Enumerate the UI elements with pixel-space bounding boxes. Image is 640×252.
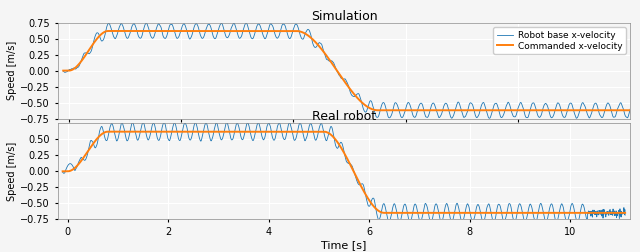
Robot base x-velocity — [479, 102, 486, 105]
Robot base x-velocity — [175, 35, 183, 38]
Robot base x-velocity — [235, 35, 243, 38]
Line: Commanded x-velocity: Commanded x-velocity — [63, 31, 631, 110]
Title: Simulation: Simulation — [310, 10, 378, 23]
Commanded x-velocity — [104, 29, 112, 33]
Commanded x-velocity — [175, 29, 183, 33]
Title: Real robot: Real robot — [312, 110, 376, 123]
Commanded x-velocity — [164, 29, 172, 33]
Robot base x-velocity — [627, 105, 635, 108]
Robot base x-velocity — [486, 117, 493, 120]
Robot base x-velocity — [60, 70, 67, 73]
Y-axis label: Speed [m/s]: Speed [m/s] — [8, 41, 17, 100]
Commanded x-velocity — [393, 109, 401, 112]
Commanded x-velocity — [479, 109, 486, 112]
Y-axis label: Speed [m/s]: Speed [m/s] — [8, 142, 17, 201]
Commanded x-velocity — [235, 29, 243, 33]
Commanded x-velocity — [60, 69, 67, 72]
Legend: Robot base x-velocity, Commanded x-velocity: Robot base x-velocity, Commanded x-veloc… — [493, 27, 626, 54]
Robot base x-velocity — [143, 21, 150, 24]
X-axis label: Time [s]: Time [s] — [321, 240, 367, 250]
Commanded x-velocity — [330, 65, 338, 68]
Line: Robot base x-velocity: Robot base x-velocity — [63, 23, 631, 118]
Robot base x-velocity — [164, 29, 172, 32]
Robot base x-velocity — [392, 102, 400, 105]
Robot base x-velocity — [330, 62, 338, 65]
Commanded x-velocity — [627, 109, 635, 112]
Commanded x-velocity — [374, 109, 381, 112]
